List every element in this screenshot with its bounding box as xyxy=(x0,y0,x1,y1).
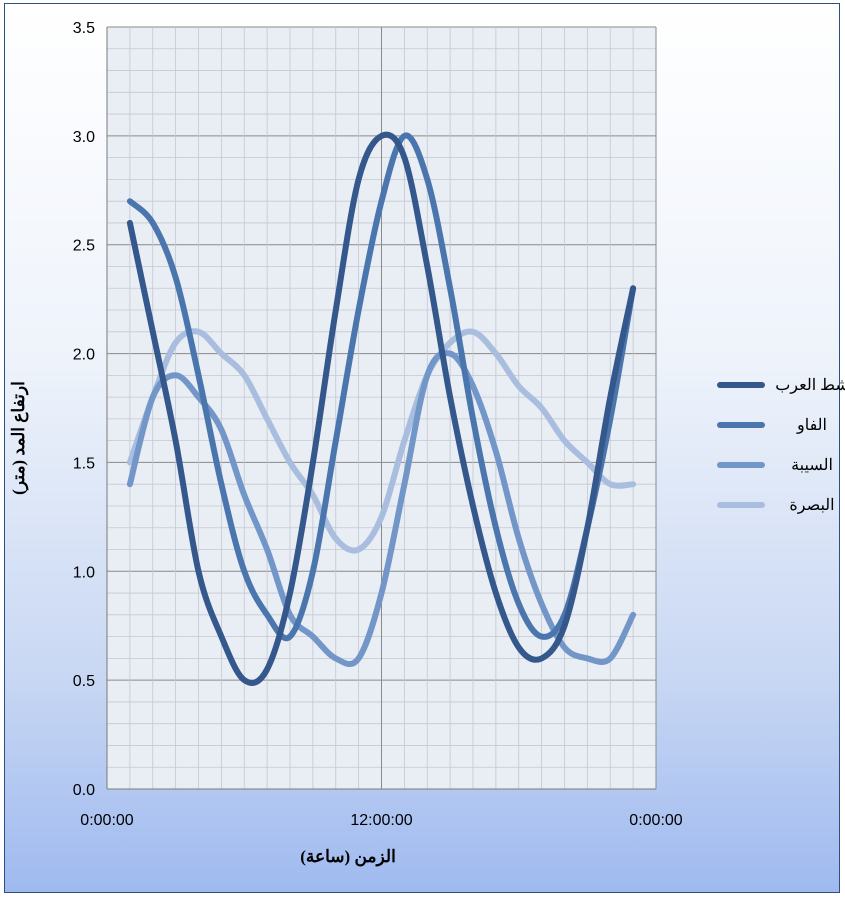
y-tick-label: 1.0 xyxy=(73,564,95,581)
x-tick-label: 0:00:00 xyxy=(80,812,133,829)
legend-label-1: شط العرب xyxy=(775,377,845,394)
series-line-3 xyxy=(126,350,637,668)
y-tick-label: 0.0 xyxy=(73,782,95,799)
x-axis-title: الزمن (ساعة) xyxy=(300,847,396,867)
legend: شط العرب الفاو السيبة البصرة xyxy=(717,377,845,514)
y-tick-label: 3.0 xyxy=(73,129,95,146)
y-axis-title: ارتفاع المد (متر) xyxy=(9,381,29,495)
y-tick-label: 3.5 xyxy=(73,20,95,37)
series-line-4 xyxy=(126,328,637,554)
y-tick-label: 2.5 xyxy=(73,238,95,255)
x-tick-label: 0:00:00 xyxy=(629,812,682,829)
y-tick-label: 1.5 xyxy=(73,455,95,472)
series-line-2 xyxy=(126,132,637,642)
axes: 0.0 0.5 1.0 1.5 2.0 2.5 3.0 3.5 0:00:00 12:00:00 0… xyxy=(73,20,683,829)
grid xyxy=(106,26,657,790)
legend-label-4: البصرة xyxy=(789,497,834,514)
y-tick-label: 0.5 xyxy=(73,673,95,690)
x-tick-label: 12:00:00 xyxy=(350,812,412,829)
series-line-1 xyxy=(126,131,637,686)
y-tick-label: 2.0 xyxy=(73,347,95,364)
legend-label-3: السيبة xyxy=(791,457,833,474)
series-group xyxy=(126,131,637,686)
legend-label-2: الفاو xyxy=(796,417,827,434)
